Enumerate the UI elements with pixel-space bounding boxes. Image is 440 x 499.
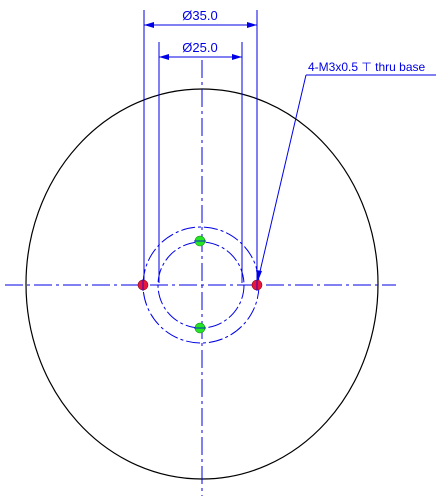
outer-dim-arrow-left (144, 22, 154, 28)
outer-diameter-label: Ø35.0 (182, 8, 217, 23)
inner-dim-arrow-right (232, 54, 242, 60)
callout-leader-arrow (256, 270, 262, 281)
inner-dim-arrow-left (159, 54, 169, 60)
callout-note: 4-M3x0.5 ⊤ thru base (308, 60, 426, 74)
outer-dim-arrow-right (247, 22, 257, 28)
inner-diameter-label: Ø25.0 (182, 40, 217, 55)
callout-leader-line (257, 74, 307, 281)
